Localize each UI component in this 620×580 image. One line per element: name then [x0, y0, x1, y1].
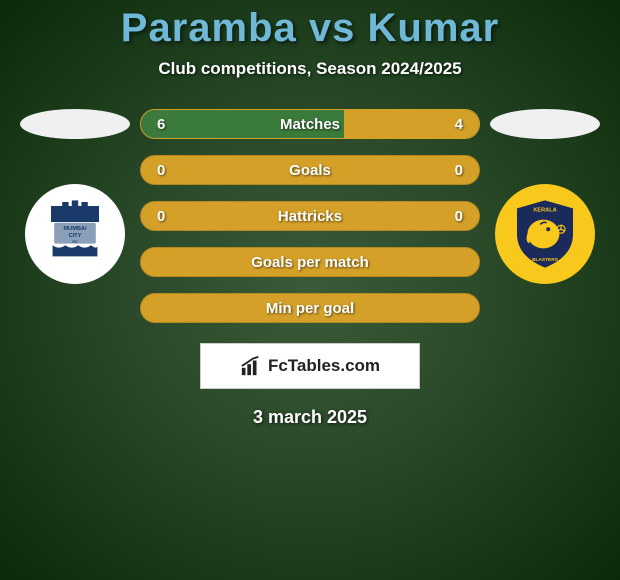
stat-bar-hattricks: 0 Hattricks 0	[140, 201, 480, 231]
stat-label: Matches	[280, 116, 340, 133]
stat-label: Goals	[289, 162, 331, 179]
mumbai-city-logo-icon: MUMBAI CITY FC	[35, 194, 115, 274]
stat-right-value: 0	[455, 208, 463, 225]
svg-text:BLASTERS: BLASTERS	[532, 257, 559, 263]
stat-label: Goals per match	[251, 254, 369, 271]
right-disc	[490, 109, 600, 139]
left-disc	[20, 109, 130, 139]
kerala-blasters-logo-icon: KERALA BLASTERS	[505, 194, 585, 274]
match-date: 3 march 2025	[0, 407, 620, 428]
page-title: Paramba vs Kumar	[0, 0, 620, 51]
right-team-logo: KERALA BLASTERS	[495, 184, 595, 284]
stat-label: Min per goal	[266, 300, 354, 317]
stat-bar-matches: 6 Matches 4	[140, 109, 480, 139]
stat-left-value: 6	[157, 116, 165, 133]
comparison-chart: MUMBAI CITY FC 6 Matches 4 0 Goals 0 0 Hattrick…	[0, 109, 620, 323]
svg-text:KERALA: KERALA	[533, 208, 556, 214]
svg-text:FC: FC	[72, 239, 77, 244]
stat-bar-goals-per-match: Goals per match	[140, 247, 480, 277]
subtitle: Club competitions, Season 2024/2025	[0, 59, 620, 79]
stat-left-value: 0	[157, 162, 165, 179]
stat-right-value: 0	[455, 162, 463, 179]
svg-text:MUMBAI: MUMBAI	[64, 226, 87, 232]
stat-left-value: 0	[157, 208, 165, 225]
fctables-label: FcTables.com	[268, 356, 380, 376]
stat-label: Hattricks	[278, 208, 342, 225]
stat-right-value: 4	[455, 116, 463, 133]
right-column: KERALA BLASTERS	[490, 109, 600, 284]
fctables-watermark: FcTables.com	[200, 343, 420, 389]
stat-bar-min-per-goal: Min per goal	[140, 293, 480, 323]
chart-icon	[240, 355, 262, 377]
stat-bars: 6 Matches 4 0 Goals 0 0 Hattricks 0 Goals per mat…	[140, 109, 480, 323]
stat-bar-goals: 0 Goals 0	[140, 155, 480, 185]
left-team-logo: MUMBAI CITY FC	[25, 184, 125, 284]
left-column: MUMBAI CITY FC	[20, 109, 130, 284]
